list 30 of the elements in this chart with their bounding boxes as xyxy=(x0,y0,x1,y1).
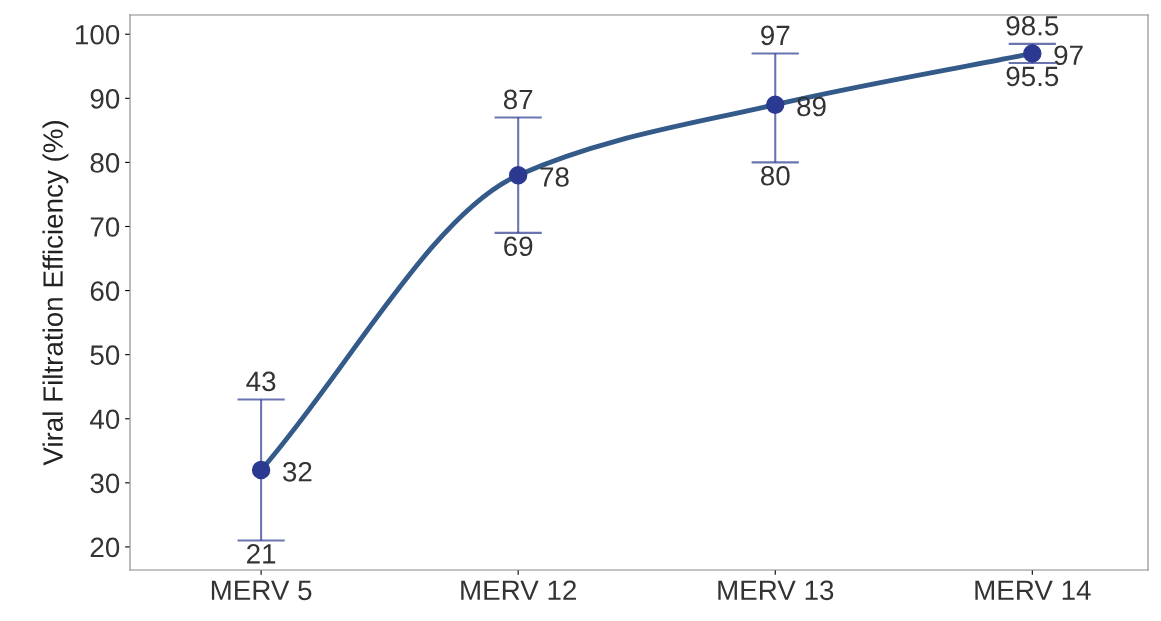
y-tick-label: 30 xyxy=(90,473,120,494)
annotation: 97 xyxy=(761,25,790,46)
data-label: 78 xyxy=(540,167,569,187)
annotation: 43 xyxy=(246,371,276,392)
y-tick-label: 60 xyxy=(90,281,120,301)
y-axis-title: Viral Filtration Efficiency (%) xyxy=(42,121,69,466)
annotation: 80 xyxy=(761,165,790,186)
x-tick-label: MERV 14 xyxy=(975,580,1091,600)
y-tick-label: 80 xyxy=(90,153,120,173)
point xyxy=(251,460,271,480)
point xyxy=(1023,44,1042,63)
annotation: 69 xyxy=(504,236,533,257)
annotation: 87 xyxy=(503,89,533,110)
data-label: 32 xyxy=(283,461,312,482)
x-tick-label: MERV 5 xyxy=(211,580,312,601)
data-label: 89 xyxy=(797,96,826,117)
annotation: 95.5 xyxy=(1006,66,1059,87)
annotation: 98.5 xyxy=(1006,15,1059,36)
data-label: 97 xyxy=(1054,45,1083,66)
y-tick-label: 40 xyxy=(90,409,120,430)
y-tick-label: 20 xyxy=(90,537,120,558)
x-tick-label: MERV 13 xyxy=(718,580,834,601)
point xyxy=(766,95,785,114)
point xyxy=(508,166,528,185)
y-tick-label: 50 xyxy=(90,345,120,365)
y-tick-label: 90 xyxy=(90,88,120,109)
annotation: 21 xyxy=(247,544,276,564)
y-tick-label: 100 xyxy=(76,24,120,45)
y-tick-label: 70 xyxy=(90,217,120,237)
x-tick-label: MERV 12 xyxy=(461,580,576,600)
